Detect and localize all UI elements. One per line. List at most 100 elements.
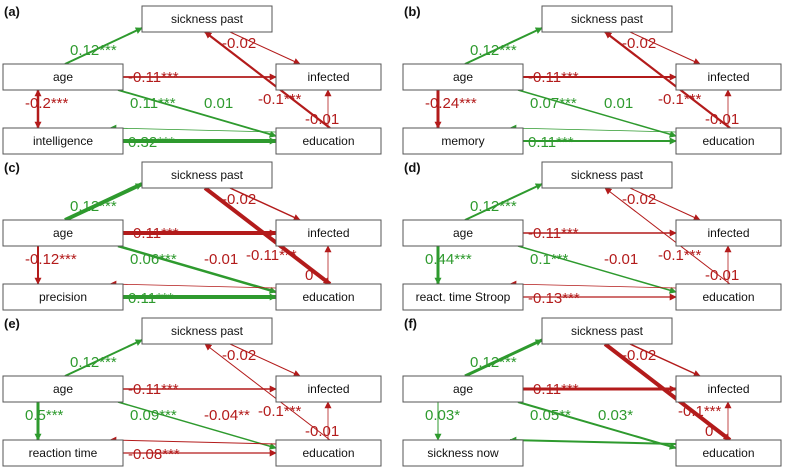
edge-label-age-edu: 0.06*** bbox=[130, 251, 177, 268]
node-inf-box bbox=[275, 63, 382, 91]
node-var-label: react. time Stroop bbox=[416, 290, 511, 304]
edge-label-age-var: -0.2*** bbox=[25, 95, 69, 112]
node-age-box bbox=[2, 63, 124, 91]
edge-label-edu-var: -0.04** bbox=[204, 407, 250, 424]
node-var-label: reaction time bbox=[29, 446, 98, 460]
panel-label: (e) bbox=[4, 316, 20, 331]
edge-sick-inf bbox=[629, 187, 701, 221]
node-age-label: age bbox=[453, 382, 473, 396]
panel-label: (d) bbox=[404, 160, 421, 175]
node-age-box bbox=[2, 375, 124, 403]
panel-a: (a) sickness past age infected intelligence e… bbox=[2, 4, 382, 155]
edge-label-sick-inf: -0.1*** bbox=[658, 247, 702, 264]
edge-label-var-edu: 0.32*** bbox=[128, 134, 175, 151]
edge-label-age-edu: 0.05** bbox=[530, 407, 571, 424]
node-edu-box bbox=[275, 439, 382, 467]
edge-edu-var bbox=[509, 124, 677, 133]
edge-label-age-sick: 0.12*** bbox=[70, 198, 117, 215]
edge-label-age-edu: 0.11*** bbox=[130, 95, 176, 112]
node-var-box bbox=[2, 127, 124, 155]
node-var-label: intelligence bbox=[33, 134, 93, 148]
edge-age-sick bbox=[64, 182, 143, 222]
edge-label-age-inf: -0.11*** bbox=[128, 225, 179, 242]
node-sick-label: sickness past bbox=[571, 324, 644, 338]
node-var-box bbox=[2, 283, 124, 311]
node-inf-label: infected bbox=[307, 226, 349, 240]
node-age-box bbox=[402, 375, 524, 403]
edge-label-age-sick: 0.12*** bbox=[70, 354, 117, 371]
edge-label-age-var: 0.5*** bbox=[25, 407, 64, 424]
edge-edu-var bbox=[509, 280, 677, 289]
node-sick-box bbox=[541, 5, 673, 33]
node-age-label: age bbox=[53, 382, 73, 396]
panel-e: (e) sickness past age infected reaction time… bbox=[2, 316, 382, 467]
edge-label-sick-edu: -0.11*** bbox=[246, 247, 297, 264]
node-var-box bbox=[402, 127, 524, 155]
node-age-label: age bbox=[53, 70, 73, 84]
edge-label-edu-inf: 0 bbox=[305, 267, 313, 284]
edge-label-age-var: 0.44*** bbox=[425, 251, 472, 268]
edge-label-edu-sick: -0.02 bbox=[622, 35, 656, 52]
edge-label-age-edu: 0.09*** bbox=[130, 407, 177, 424]
node-var-label: memory bbox=[441, 134, 484, 148]
edge-age-edu bbox=[117, 89, 277, 138]
edge-age-edu bbox=[117, 244, 277, 294]
edge-label-var-edu: 0.11*** bbox=[128, 290, 174, 307]
edge-edu-sick bbox=[604, 31, 731, 129]
node-sick-box bbox=[141, 5, 273, 33]
node-inf-label: infected bbox=[307, 382, 349, 396]
edge-label-var-edu: 0.11*** bbox=[528, 134, 574, 151]
node-inf-box bbox=[275, 375, 382, 403]
node-inf-box bbox=[675, 219, 782, 247]
node-var-box bbox=[2, 439, 124, 467]
node-age-box bbox=[402, 219, 524, 247]
node-sick-label: sickness past bbox=[571, 12, 644, 26]
node-age-box bbox=[402, 63, 524, 91]
edge-label-edu-inf: -0.01 bbox=[305, 423, 339, 440]
panel-label: (b) bbox=[404, 4, 421, 19]
panel-f: (f) sickness past age infected sickness now e… bbox=[402, 316, 782, 467]
node-var-box bbox=[402, 439, 524, 467]
edge-label-var-edu: -0.13*** bbox=[528, 290, 580, 307]
edge-label-edu-inf: 0 bbox=[705, 423, 713, 440]
panel-c: (c) sickness past age infected precision educ… bbox=[2, 160, 382, 311]
edge-label-edu-var: -0.01 bbox=[604, 251, 638, 268]
edge-label-edu-sick: -0.02 bbox=[222, 35, 256, 52]
node-sick-label: sickness past bbox=[171, 12, 244, 26]
edge-age-edu bbox=[517, 89, 677, 138]
node-var-label: sickness now bbox=[427, 446, 499, 460]
node-edu-box bbox=[275, 127, 382, 155]
panel-label: (f) bbox=[404, 316, 417, 331]
node-age-box bbox=[2, 219, 124, 247]
node-sick-box bbox=[141, 317, 273, 345]
node-edu-box bbox=[275, 283, 382, 311]
edge-edu-sick bbox=[204, 31, 331, 129]
node-inf-label: infected bbox=[707, 226, 749, 240]
edge-label-age-sick: 0.12*** bbox=[470, 198, 517, 215]
node-sick-box bbox=[541, 317, 673, 345]
node-inf-box bbox=[275, 219, 382, 247]
edge-label-age-inf: -0.11*** bbox=[528, 225, 579, 242]
node-edu-label: education bbox=[702, 134, 754, 148]
edge-label-edu-inf: -0.01 bbox=[705, 111, 739, 128]
edge-label-edu-var: 0.01 bbox=[604, 95, 633, 112]
edge-label-edu-inf: -0.01 bbox=[305, 111, 339, 128]
node-edu-box bbox=[675, 283, 782, 311]
edge-sick-edu bbox=[603, 342, 732, 442]
edge-label-age-inf: -0.11*** bbox=[528, 381, 579, 398]
edge-edu-var bbox=[109, 280, 277, 289]
edge-sick-inf bbox=[629, 31, 701, 65]
edge-label-edu-sick: -0.02 bbox=[622, 191, 656, 208]
edge-age-edu bbox=[517, 401, 677, 450]
node-edu-label: education bbox=[302, 134, 354, 148]
edge-label-age-sick: 0.12*** bbox=[70, 42, 117, 59]
edge-age-sick bbox=[464, 183, 543, 221]
edge-edu-sick bbox=[204, 343, 331, 441]
edge-age-sick bbox=[64, 339, 143, 377]
edge-label-edu-var: 0.01 bbox=[204, 95, 233, 112]
node-sick-box bbox=[541, 161, 673, 189]
edge-age-sick bbox=[64, 27, 143, 65]
edge-sick-inf bbox=[229, 187, 301, 221]
edge-label-age-inf: -0.11*** bbox=[128, 69, 179, 86]
